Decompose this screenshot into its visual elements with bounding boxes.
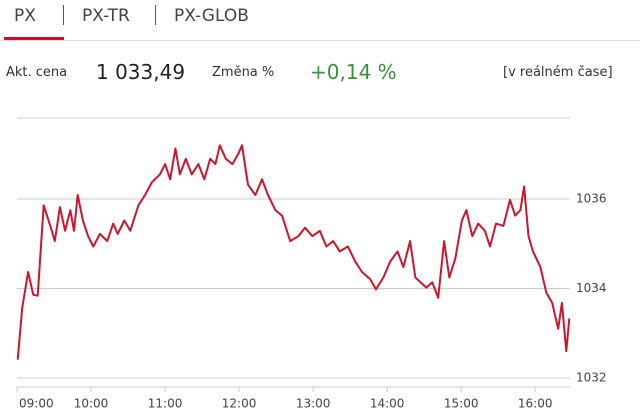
chart: 1032 1034 1036 09:00 10:00 11:00 12:00 13:00 14:… [16, 117, 607, 411]
x-tick-label: 10:00 [74, 397, 109, 411]
y-tick-label: 1032 [576, 371, 607, 385]
x-tick-label: 15:00 [444, 397, 479, 411]
price-label: Akt. cena [6, 65, 68, 80]
x-tick-label: 16:00 [518, 397, 553, 411]
x-tick-label: 09:00 [19, 397, 54, 411]
change: +0,14 % [310, 60, 397, 84]
realtime-note: [v reálném čase] [503, 65, 613, 80]
y-tick-label: 1034 [576, 281, 607, 295]
x-tick-label: 12:00 [222, 397, 257, 411]
change-label: Změna % [212, 65, 275, 80]
x-tick-label: 13:00 [296, 397, 331, 411]
x-tick-label: 11:00 [148, 397, 183, 411]
tab[interactable]: PX-GLOB [174, 6, 249, 26]
tab[interactable]: PX-TR [82, 6, 130, 26]
tab[interactable]: PX [14, 6, 36, 26]
tab-bar: PX PX-TR PX-GLOB [0, 0, 640, 41]
price: 1 033,49 [96, 60, 186, 84]
separator [155, 5, 156, 25]
price-line [16, 144, 571, 360]
separator [63, 5, 64, 25]
y-tick-label: 1036 [576, 192, 607, 206]
active-tab-indicator [4, 37, 64, 40]
x-tick-label: 14:00 [370, 397, 405, 411]
